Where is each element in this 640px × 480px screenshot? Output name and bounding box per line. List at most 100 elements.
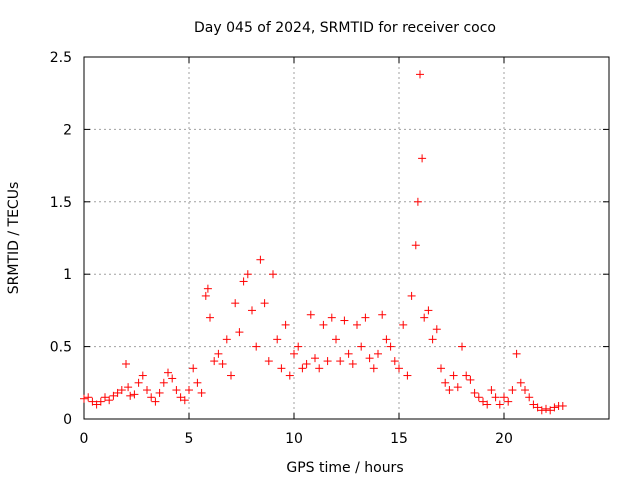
data-point-94 (458, 342, 466, 351)
data-point-1 (84, 393, 93, 402)
data-point-67 (353, 320, 361, 329)
data-point-16 (143, 386, 151, 395)
data-point-50 (281, 320, 290, 329)
data-point-104 (500, 393, 508, 402)
x-axis-label: GPS time / hours (286, 460, 403, 476)
data-point-23 (172, 386, 181, 395)
data-point-79 (403, 371, 412, 380)
data-point-58 (315, 364, 324, 373)
grid-layer (84, 57, 609, 419)
data-point-5 (101, 393, 109, 402)
data-point-21 (164, 368, 172, 377)
data-point-35 (218, 359, 227, 368)
data-point-113 (537, 406, 546, 415)
data-point-68 (357, 342, 366, 351)
data-point-85 (420, 313, 429, 322)
data-point-83 (416, 70, 424, 79)
data-point-59 (319, 320, 328, 329)
x-tick-label-4: 20 (495, 431, 513, 447)
data-point-37 (227, 371, 235, 380)
data-point-32 (206, 313, 214, 322)
data-point-114 (542, 404, 550, 413)
data-point-43 (252, 342, 261, 351)
data-point-105 (504, 397, 513, 406)
data-point-44 (256, 255, 265, 264)
data-point-28 (193, 378, 202, 387)
data-point-98 (474, 393, 483, 402)
data-point-53 (294, 342, 303, 351)
data-point-81 (411, 241, 420, 250)
data-point-40 (239, 277, 248, 286)
data-point-110 (525, 393, 534, 402)
data-point-57 (311, 354, 319, 363)
data-point-100 (483, 400, 492, 409)
data-point-3 (92, 400, 101, 409)
data-point-11 (124, 383, 133, 392)
data-point-108 (516, 378, 525, 387)
data-point-75 (386, 342, 395, 351)
data-point-55 (302, 359, 311, 368)
data-point-73 (378, 310, 387, 319)
data-point-87 (428, 335, 437, 344)
data-point-24 (176, 393, 185, 402)
data-point-20 (159, 378, 168, 387)
data-point-31 (203, 284, 212, 293)
data-point-15 (138, 371, 147, 380)
data-point-101 (487, 386, 496, 395)
x-tick-label-3: 15 (390, 431, 408, 447)
y-axis-label: SRMTID / TECUs (6, 182, 22, 295)
data-point-89 (437, 364, 445, 373)
data-point-107 (512, 349, 521, 358)
data-point-106 (508, 386, 517, 395)
y-tick-label-5: 2.5 (50, 50, 72, 66)
y-tick-label-4: 2 (63, 122, 72, 138)
chart-title: Day 045 of 2024, SRMTID for receiver coc… (194, 20, 496, 36)
data-point-48 (273, 335, 282, 344)
data-point-56 (306, 310, 315, 319)
data-point-70 (365, 354, 374, 363)
data-point-63 (336, 357, 345, 366)
data-point-41 (243, 270, 252, 279)
data-point-90 (441, 378, 450, 387)
data-point-36 (222, 335, 231, 344)
data-point-22 (168, 374, 177, 383)
data-point-62 (332, 335, 340, 344)
data-point-17 (147, 393, 156, 402)
data-point-92 (449, 371, 458, 380)
data-point-26 (185, 386, 193, 395)
data-point-49 (277, 364, 286, 373)
data-point-78 (399, 320, 408, 329)
data-point-111 (529, 400, 538, 409)
data-point-91 (445, 386, 454, 395)
y-tick-label-0: 0 (63, 412, 72, 428)
plot-frame (83, 56, 610, 420)
data-point-88 (432, 325, 441, 334)
data-point-33 (210, 357, 219, 366)
data-point-10 (122, 359, 130, 368)
label-layer: 0 5 10 15 20 0 0.5 1 1.5 2 2.5 (50, 50, 513, 447)
data-point-6 (105, 396, 114, 405)
data-point-7 (109, 391, 118, 400)
data-point-30 (201, 291, 210, 300)
data-point-39 (235, 328, 244, 337)
x-tick-label-2: 10 (285, 431, 303, 447)
y-tick-label-1: 0.5 (50, 340, 72, 356)
x-tick-label-1: 5 (185, 431, 194, 447)
data-point-103 (495, 400, 504, 409)
data-point-65 (344, 349, 353, 358)
data-point-52 (290, 349, 298, 358)
data-point-8 (113, 388, 122, 397)
data-point-82 (413, 197, 422, 206)
data-point-64 (340, 316, 349, 325)
data-point-42 (248, 306, 256, 315)
data-point-29 (197, 388, 206, 397)
data-point-93 (453, 383, 462, 392)
data-point-12 (126, 391, 135, 400)
data-point-115 (546, 406, 555, 415)
data-point-112 (533, 403, 542, 412)
data-point-102 (491, 393, 500, 402)
data-point-4 (96, 397, 105, 406)
data-point-84 (418, 154, 427, 163)
data-point-27 (189, 364, 198, 373)
